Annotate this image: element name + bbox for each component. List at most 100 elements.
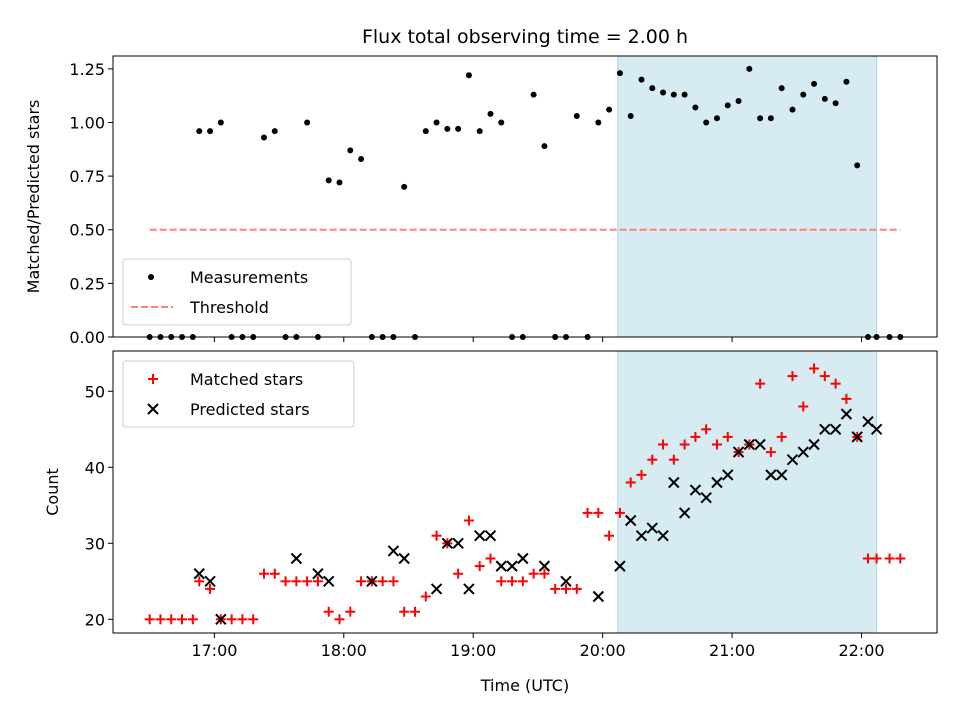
data-point (356, 576, 367, 587)
data-point (711, 439, 722, 450)
data-point (465, 72, 472, 79)
data-point (207, 128, 214, 135)
legend-label: Measurements (190, 268, 308, 287)
data-point (808, 438, 820, 451)
data-point (895, 553, 906, 564)
panel-bottom: 20 30 40 50 17:00 18:00 19:00 20:00 21:00 22:00 Co… (43, 350, 938, 695)
data-point (444, 125, 451, 132)
y-tick-label: 0.75 (69, 167, 105, 186)
data-point (334, 614, 345, 625)
data-point (226, 614, 237, 625)
data-point (498, 119, 505, 126)
data-point (627, 113, 634, 120)
data-point (193, 568, 205, 580)
data-point (409, 606, 420, 617)
data-point (821, 95, 828, 102)
data-point (485, 553, 496, 564)
data-point (204, 575, 216, 588)
data-point (507, 576, 518, 587)
data-point (573, 113, 580, 120)
data-point (638, 76, 645, 83)
data-point (592, 590, 605, 603)
data-point (441, 537, 454, 550)
data-point (560, 583, 571, 594)
data-point (452, 537, 464, 550)
data-point (237, 614, 248, 625)
data-point (539, 568, 550, 579)
legend-item: Measurements (148, 268, 308, 287)
data-point (187, 614, 198, 625)
data-point (830, 378, 841, 389)
data-point (595, 119, 602, 126)
data-point (463, 515, 474, 526)
data-point (829, 423, 842, 435)
data-point (325, 177, 332, 184)
legend-item: Matched stars (148, 370, 303, 389)
data-point (422, 128, 429, 135)
y-tick-label: 1.25 (69, 60, 105, 79)
data-point (757, 115, 764, 122)
data-point (302, 576, 313, 587)
data-point (593, 507, 604, 518)
data-point (248, 614, 259, 625)
data-point (775, 469, 788, 481)
y-tick-label: 0.00 (69, 328, 105, 347)
data-point (625, 477, 636, 488)
y-tick-label: 40 (85, 458, 105, 477)
x-tick-label: 17:00 (191, 641, 237, 660)
data-point (528, 568, 539, 579)
data-point (336, 179, 343, 186)
x-tick-label: 22:00 (838, 641, 884, 660)
data-point (290, 552, 303, 565)
data-point (322, 575, 335, 588)
data-point (530, 91, 537, 98)
data-point (854, 162, 861, 169)
data-point (453, 568, 464, 579)
data-point (670, 91, 677, 98)
data-point (217, 119, 224, 126)
data-point (832, 100, 839, 107)
data-point (787, 371, 798, 382)
legend: Matched stars Predicted stars (122, 360, 355, 428)
highlight-span (617, 350, 878, 634)
data-point (571, 583, 582, 594)
data-point (614, 560, 626, 572)
legend-item: Predicted stars (147, 400, 310, 419)
data-point (786, 453, 799, 466)
chart-title: Flux total observing time = 2.00 h (362, 26, 688, 48)
data-point (312, 568, 324, 580)
data-point (606, 106, 613, 113)
data-point (430, 583, 443, 595)
legend-box (122, 258, 352, 326)
data-point (312, 576, 323, 587)
x-tick-label: 18:00 (321, 641, 367, 660)
data-point (647, 454, 658, 465)
data-point (166, 614, 177, 625)
data-point (474, 561, 485, 572)
legend-marker (148, 374, 158, 384)
data-point (196, 128, 203, 135)
data-point (713, 115, 720, 122)
data-point (291, 576, 302, 587)
data-point (517, 576, 528, 587)
data-point (215, 613, 227, 626)
data-point (614, 507, 625, 518)
data-point (722, 431, 733, 442)
data-point (797, 446, 809, 458)
data-point (800, 91, 807, 98)
data-point (649, 85, 656, 92)
data-point (700, 491, 712, 504)
data-point (399, 606, 410, 617)
data-point (177, 614, 188, 625)
data-point (347, 147, 354, 154)
data-point (624, 514, 637, 527)
data-point (841, 393, 852, 404)
y-axis-label: Matched/Predicted stars (24, 100, 43, 294)
data-point (840, 408, 853, 420)
data-point (433, 119, 440, 126)
data-point (776, 431, 787, 442)
data-point (366, 575, 378, 588)
data-point (811, 80, 818, 87)
data-point (767, 115, 774, 122)
y-tick-label: 20 (85, 610, 105, 629)
